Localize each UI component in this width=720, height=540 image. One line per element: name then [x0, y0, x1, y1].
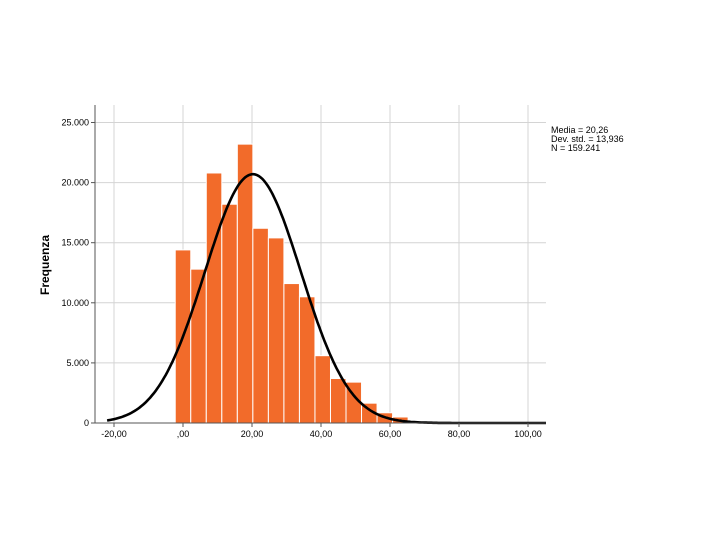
y-tick-label: 20.000: [61, 178, 89, 188]
x-tick-label: 80,00: [448, 429, 471, 439]
histogram-bar: [314, 355, 331, 424]
histogram-bar: [236, 143, 254, 424]
stats-box: Media = 20,26 Dev. std. = 13,936 N = 159…: [551, 125, 624, 153]
stat-std: Dev. std. = 13,936: [551, 134, 624, 144]
histogram-bar: [283, 283, 300, 424]
x-tick-label: 20,00: [241, 429, 264, 439]
histogram-bar: [205, 172, 223, 424]
histogram-bar: [298, 296, 316, 424]
y-tick-label: 15.000: [61, 238, 89, 248]
y-tick-label: 10.000: [61, 298, 89, 308]
y-tick-label: 5.000: [66, 358, 89, 368]
histogram-bars: [174, 143, 409, 424]
x-tick-label: -20,00: [101, 429, 127, 439]
y-tick-label: 0: [84, 418, 89, 428]
x-tick-label: 40,00: [310, 429, 333, 439]
tick-labels: 0 5.000 10.000 15.000 20.000 25.000 -20,00 ,00 2…: [61, 118, 541, 440]
histogram-bar: [267, 237, 285, 424]
histogram-bar: [252, 227, 269, 424]
y-axis-label: Frequenza: [38, 235, 52, 295]
histogram-bar: [329, 378, 347, 424]
stat-mean: Media = 20,26: [551, 125, 608, 135]
x-tick-label: 60,00: [379, 429, 402, 439]
x-tick-label: ,00: [177, 429, 190, 439]
histogram-bar: [221, 203, 238, 424]
stat-n: N = 159.241: [551, 143, 600, 153]
y-tick-label: 25.000: [61, 118, 89, 128]
x-tick-label: 100,00: [514, 429, 542, 439]
